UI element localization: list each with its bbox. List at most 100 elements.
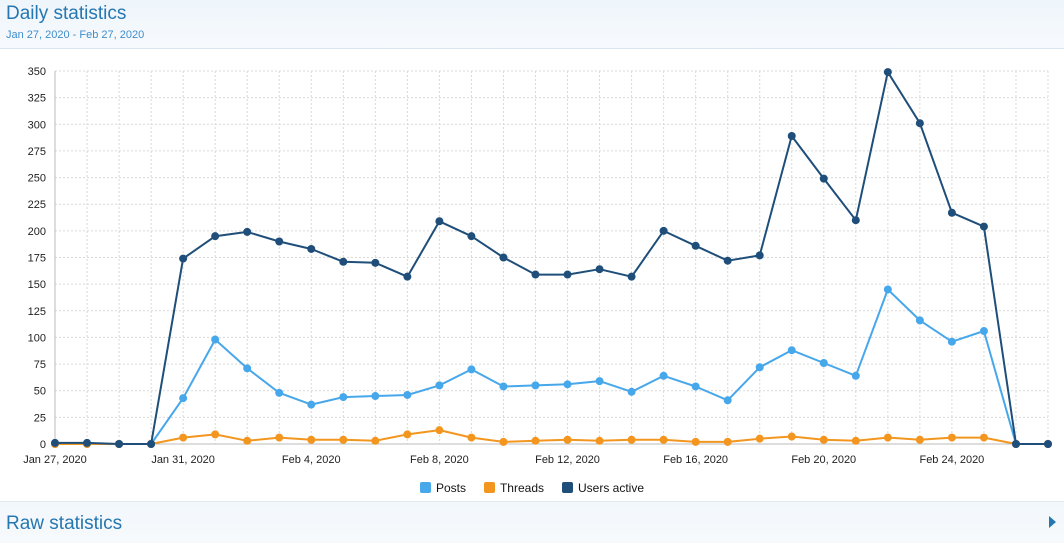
data-point <box>787 346 796 355</box>
data-point <box>819 359 828 368</box>
data-point <box>659 435 668 444</box>
data-point <box>627 387 636 396</box>
legend-label: Posts <box>435 481 466 495</box>
data-point <box>243 364 252 373</box>
series-posts <box>51 285 1052 448</box>
data-point <box>531 381 540 390</box>
legend-label: Threads <box>499 481 544 495</box>
data-point <box>851 371 860 380</box>
y-tick-label: 75 <box>34 359 46 371</box>
daily-statistics-chart: 0 25 50 75 100 125 150 175 200 225 250 275 300 325 350… <box>23 66 1052 466</box>
data-point <box>179 254 188 263</box>
legend-item[interactable]: Users active <box>562 481 644 495</box>
data-point <box>787 432 796 441</box>
data-point <box>51 438 59 447</box>
data-point <box>979 327 988 336</box>
data-point <box>211 430 220 439</box>
date-range: Jan 27, 2020 - Feb 27, 2020 <box>6 29 145 41</box>
data-point <box>691 382 700 391</box>
data-point <box>659 226 668 235</box>
raw-statistics-title: Raw statistics <box>6 513 123 534</box>
data-point <box>691 437 700 446</box>
caret-right-icon[interactable] <box>1048 515 1058 529</box>
data-point <box>563 270 572 279</box>
data-point <box>915 119 924 128</box>
data-point <box>755 363 764 372</box>
data-point <box>787 132 796 141</box>
data-point <box>115 440 124 448</box>
y-tick-label: 300 <box>28 119 46 131</box>
y-tick-label: 200 <box>28 226 46 238</box>
data-point <box>275 237 284 246</box>
data-point <box>243 436 252 445</box>
data-point <box>275 388 284 397</box>
data-point <box>659 371 668 380</box>
data-point <box>371 392 380 401</box>
data-point <box>691 241 700 250</box>
y-tick-label: 225 <box>28 199 46 211</box>
data-point <box>307 435 316 444</box>
data-point <box>883 68 892 77</box>
x-tick-label: Feb 8, 2020 <box>410 454 469 466</box>
x-tick-label: Feb 20, 2020 <box>791 454 856 466</box>
legend-item[interactable]: Posts <box>419 481 466 495</box>
series-line <box>55 71 1048 445</box>
legend-swatch <box>562 482 573 493</box>
data-point <box>435 381 444 390</box>
chart-legend: Posts Threads Users active <box>0 481 1064 495</box>
data-point <box>371 258 380 267</box>
data-point <box>371 436 380 445</box>
data-point <box>339 257 348 266</box>
data-point <box>819 174 828 183</box>
data-point <box>915 316 924 325</box>
data-point <box>1044 440 1052 448</box>
data-point <box>403 390 412 399</box>
series-users-active <box>51 68 1052 448</box>
data-point <box>499 382 508 391</box>
data-point <box>83 438 92 447</box>
data-point <box>179 433 188 442</box>
x-tick-label: Feb 4, 2020 <box>282 454 341 466</box>
data-point <box>467 365 476 374</box>
data-point <box>147 440 156 448</box>
data-point <box>595 436 604 445</box>
data-point <box>211 335 220 344</box>
axes: 0 25 50 75 100 125 150 175 200 225 250 275 300 325 350… <box>23 66 1048 466</box>
data-point <box>947 337 956 346</box>
legend-swatch <box>483 482 495 493</box>
data-point <box>307 244 316 253</box>
data-point <box>915 435 924 444</box>
data-point <box>851 216 860 225</box>
data-point <box>275 433 284 442</box>
data-point <box>1011 440 1020 448</box>
legend-item[interactable]: Threads <box>483 481 544 495</box>
x-tick-label: Feb 16, 2020 <box>663 454 728 466</box>
data-point <box>723 396 732 405</box>
y-tick-label: 50 <box>34 386 46 398</box>
data-point <box>723 256 732 265</box>
y-tick-label: 275 <box>28 146 46 158</box>
grid <box>54 70 1049 445</box>
data-point <box>467 232 476 241</box>
data-point <box>755 434 764 443</box>
data-point <box>947 433 956 442</box>
data-point <box>307 400 316 409</box>
data-point <box>595 265 604 274</box>
data-point <box>563 380 572 389</box>
data-point <box>435 217 444 226</box>
series-line <box>55 429 1048 445</box>
y-tick-label: 150 <box>28 279 46 291</box>
y-tick-label: 325 <box>28 93 46 105</box>
raw-statistics-section[interactable]: Raw statistics <box>0 501 1064 543</box>
data-point <box>467 433 476 442</box>
series <box>51 68 1052 448</box>
data-point <box>627 435 636 444</box>
data-point <box>851 436 860 445</box>
data-point <box>563 435 572 444</box>
data-point <box>435 426 444 435</box>
y-tick-label: 25 <box>34 412 46 424</box>
series-line <box>55 288 1048 445</box>
legend-swatch <box>419 482 431 493</box>
data-point <box>979 222 988 231</box>
x-tick-label: Jan 27, 2020 <box>23 454 87 466</box>
